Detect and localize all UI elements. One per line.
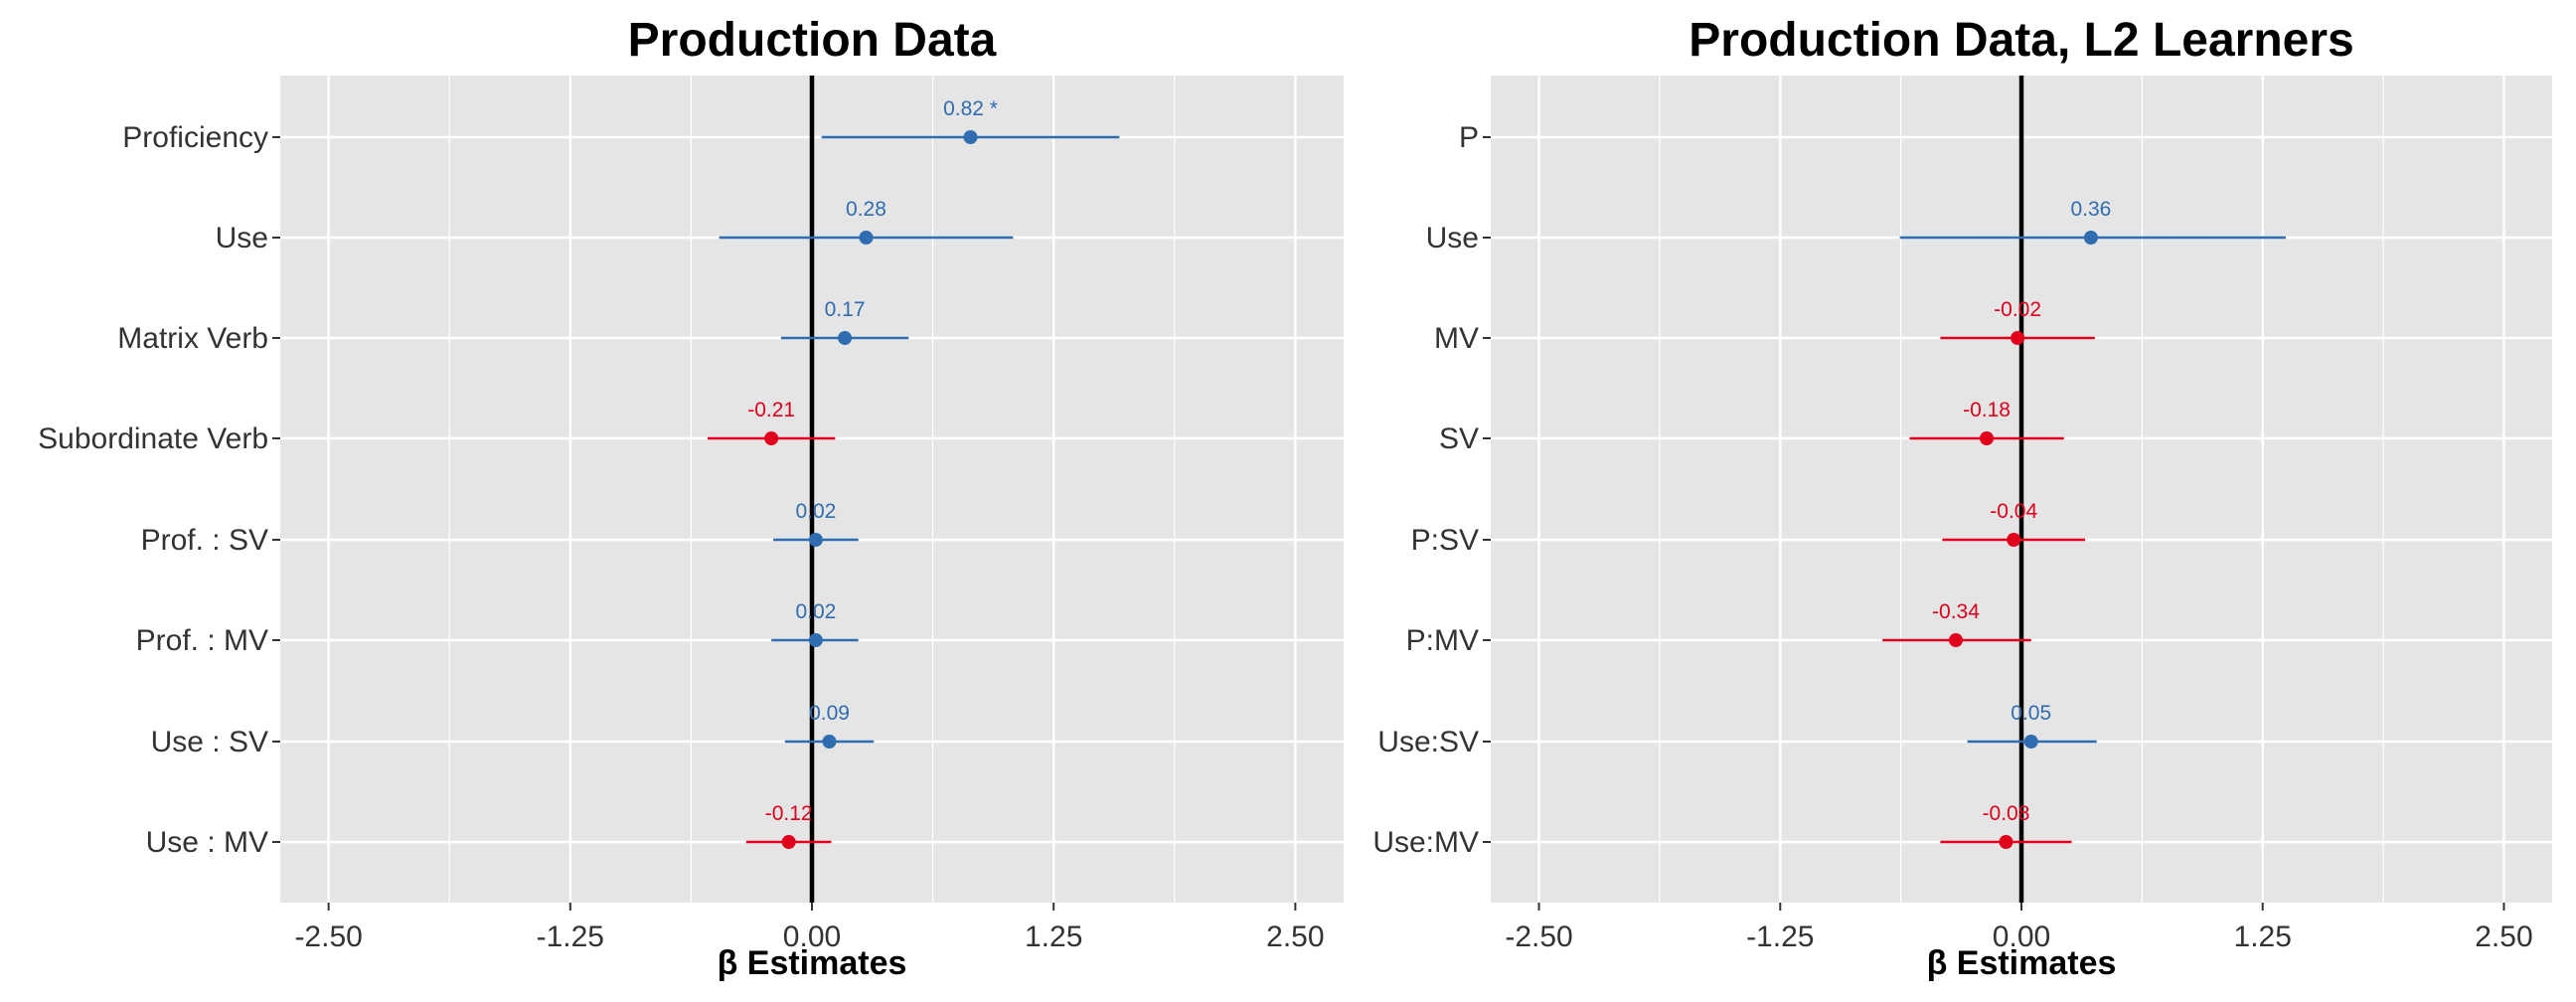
- estimate-point-mv: [2011, 331, 2025, 345]
- y-tick-label-subordinate-verb: Subordinate Verb: [38, 422, 268, 455]
- panel-title: Production Data: [628, 14, 997, 67]
- estimate-label-sv: -0.18: [1963, 399, 2011, 421]
- x-tick-label: -1.25: [1746, 920, 1814, 953]
- estimate-label-mv: -0.02: [1994, 298, 2041, 321]
- x-tick-label: -2.50: [294, 920, 362, 953]
- estimate-label-subordinate-verb: -0.21: [747, 399, 795, 421]
- estimate-point-use-sv: [2023, 735, 2038, 749]
- y-tick-label-use-mv: Use : MV: [146, 826, 268, 859]
- panel-title: Production Data, L2 Learners: [1689, 14, 2354, 67]
- estimate-label-use: 0.28: [846, 198, 886, 221]
- estimate-point-matrix-verb: [838, 331, 853, 345]
- estimate-point-prof-sv: [808, 533, 823, 547]
- estimate-label-p-mv: -0.34: [1932, 600, 1980, 623]
- x-tick-label: 1.25: [2234, 920, 2292, 953]
- y-tick-label-sv: SV: [1439, 422, 1479, 455]
- estimate-point-proficiency: [963, 130, 978, 144]
- y-tick-label-proficiency: Proficiency: [122, 121, 268, 154]
- y-tick-label-p-mv: P:MV: [1406, 624, 1479, 657]
- estimate-point-p-sv: [2007, 533, 2021, 547]
- y-tick-label-mv: MV: [1434, 322, 1479, 355]
- panel-production-data-l2-learners: Production Data, L2 Learners P Use MV SV P:SV…: [1372, 14, 2552, 982]
- estimate-point-prof-mv: [808, 633, 823, 647]
- y-tick-label-use: Use: [216, 222, 268, 254]
- estimate-label-use-sv: 0.09: [809, 702, 850, 725]
- y-tick-label-prof-sv: Prof. : SV: [141, 524, 268, 557]
- estimate-label-prof-mv: 0.02: [795, 600, 836, 623]
- estimate-label-proficiency: 0.82 *: [943, 97, 998, 120]
- estimate-label-p-sv: -0.04: [1990, 500, 2037, 523]
- panel-production-data: Production Data Proficiency Use Matrix Verb…: [38, 14, 1344, 982]
- x-tick-label: 0.00: [1993, 920, 2050, 953]
- estimate-point-subordinate-verb: [764, 431, 779, 445]
- estimate-label-matrix-verb: 0.17: [825, 298, 866, 321]
- estimate-point-use-mv: [781, 835, 796, 849]
- x-tick-label: 1.25: [1025, 920, 1082, 953]
- estimate-point-use-sv: [822, 735, 837, 749]
- x-axis-title: β Estimates: [1927, 944, 2117, 982]
- estimate-point-p-mv: [1948, 633, 1963, 647]
- y-tick-label-use: Use: [1426, 222, 1479, 254]
- y-tick-label-matrix-verb: Matrix Verb: [117, 322, 268, 355]
- estimate-label-prof-sv: 0.02: [795, 500, 836, 523]
- estimate-label-use-sv: 0.05: [2011, 702, 2051, 725]
- estimate-point-use-mv: [1999, 835, 2013, 849]
- estimate-point-sv: [1980, 431, 1995, 445]
- x-tick-label: 2.50: [2475, 920, 2532, 953]
- y-tick-label-use-sv: Use:SV: [1377, 726, 1479, 758]
- y-tick-label-use-sv: Use : SV: [151, 726, 268, 758]
- y-tick-label-p: P: [1459, 121, 1479, 154]
- estimate-point-use: [859, 231, 874, 245]
- y-tick-label-p-sv: P:SV: [1411, 524, 1479, 557]
- y-tick-label-use-mv: Use:MV: [1372, 826, 1479, 859]
- y-tick-label-prof-mv: Prof. : MV: [136, 624, 268, 657]
- x-tick-label: -2.50: [1505, 920, 1572, 953]
- estimate-point-use: [2083, 231, 2098, 245]
- x-tick-label: 0.00: [783, 920, 841, 953]
- estimate-label-use: 0.36: [2070, 198, 2111, 221]
- estimate-label-use-mv: -0.12: [765, 802, 813, 825]
- x-tick-label: -1.25: [537, 920, 604, 953]
- estimate-label-use-mv: -0.08: [1983, 802, 2030, 825]
- x-axis-title: β Estimates: [718, 944, 907, 982]
- x-tick-label: 2.50: [1266, 920, 1324, 953]
